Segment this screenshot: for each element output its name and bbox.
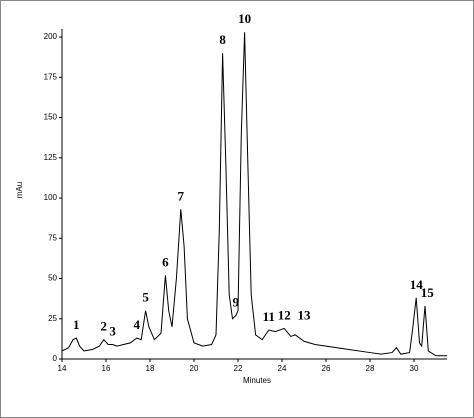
peak-label: 9	[233, 295, 240, 310]
trace	[61, 32, 447, 357]
x-tick-label: 22	[234, 364, 243, 373]
x-tick-label: 24	[278, 364, 287, 373]
y-tick-label: 200	[44, 32, 58, 41]
x-tick-label: 30	[410, 364, 419, 373]
x-tick-label: 16	[102, 364, 111, 373]
peak-label: 8	[219, 32, 226, 47]
y-tick-label: 175	[44, 72, 58, 81]
y-tick-label: 50	[48, 274, 57, 283]
x-tick-label: 26	[322, 364, 331, 373]
y-tick-label: 25	[48, 314, 57, 323]
x-tick-label: 14	[58, 364, 67, 373]
x-tick-label: 18	[146, 364, 155, 373]
peak-label: 6	[162, 254, 169, 269]
y-tick-label: 150	[44, 113, 58, 122]
peak-label: 15	[421, 285, 435, 300]
peak-label: 10	[238, 11, 251, 26]
y-tick-label: 75	[48, 233, 57, 242]
y-axis-label: mAu	[15, 182, 24, 198]
peak-label: 2	[101, 319, 108, 334]
x-tick-label: 28	[366, 364, 375, 373]
peak-label: 12	[278, 307, 291, 322]
y-tick-label: 0	[53, 354, 58, 363]
peak-label: 4	[134, 317, 141, 332]
y-tick-label: 100	[44, 193, 58, 202]
peak-label: 14	[410, 277, 424, 292]
y-tick-label: 125	[44, 153, 58, 162]
peak-label: 3	[109, 323, 116, 338]
peak-label: 7	[178, 188, 185, 203]
peak-label: 5	[142, 290, 149, 305]
peak-label: 13	[298, 307, 312, 322]
x-axis-label: Minutes	[243, 376, 271, 385]
x-tick-label: 20	[190, 364, 199, 373]
peak-label: 1	[73, 317, 80, 332]
peak-label: 11	[263, 309, 275, 324]
